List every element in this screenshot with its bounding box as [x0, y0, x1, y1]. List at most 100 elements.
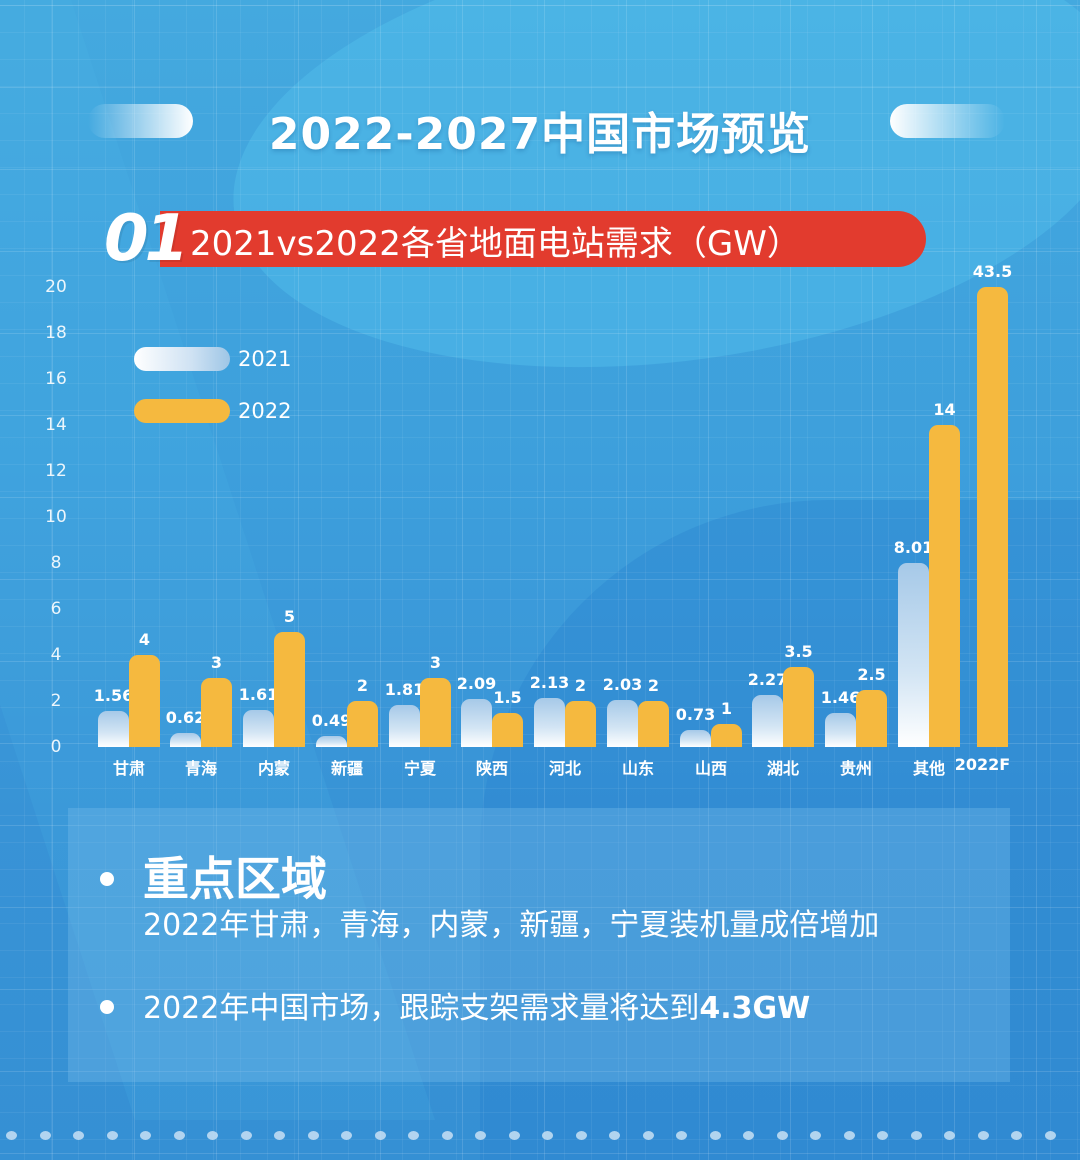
value-label-2021: 1.61	[238, 684, 279, 704]
info-line-2-text: 2022年中国市场，跟踪支架需求量将达到	[143, 991, 700, 1026]
decorative-dot	[709, 1131, 721, 1140]
bar-2022	[347, 701, 378, 747]
bar-2021	[898, 562, 929, 747]
x-category-label: 内蒙	[257, 759, 291, 778]
decorative-dot	[508, 1131, 520, 1140]
bar-2021	[389, 705, 420, 747]
bar-2021	[170, 732, 201, 747]
decorative-dot	[408, 1131, 419, 1140]
bar-2021	[607, 700, 638, 747]
decorative-dot	[1044, 1131, 1056, 1140]
bar-2022	[565, 701, 596, 747]
decorative-dot	[609, 1131, 620, 1140]
value-label-2021: 1.56	[93, 686, 134, 706]
info-line-1: 2022年甘肃，青海，内蒙，新疆，宁夏装机量成倍增加	[143, 908, 880, 943]
decorative-dot	[542, 1131, 553, 1140]
value-label-2021: 0.49	[311, 710, 352, 730]
bar-2021	[461, 698, 492, 747]
bar-2022	[201, 678, 232, 747]
decorative-dot	[6, 1131, 17, 1140]
y-tick-label: 18	[45, 323, 67, 343]
bar-2022	[711, 724, 742, 747]
value-label-2022: 3	[210, 653, 223, 672]
decorative-dot	[106, 1131, 118, 1140]
bar-2022	[638, 701, 669, 747]
value-label-2021: 1.81	[384, 680, 425, 700]
decorative-dot	[977, 1131, 989, 1140]
bar-2021	[534, 698, 565, 747]
legend-swatch-2021	[134, 347, 230, 371]
y-tick-label: 0	[50, 737, 62, 757]
decorative-dot	[441, 1131, 453, 1140]
decorative-dot	[173, 1131, 185, 1140]
bar-2022	[274, 632, 305, 747]
y-tick-label: 2	[50, 691, 62, 711]
decorative-pill-left	[88, 104, 193, 138]
bar-2022	[492, 712, 523, 747]
y-tick-label: 12	[45, 461, 67, 481]
x-category-label: 河北	[548, 759, 582, 778]
decorative-dot	[274, 1131, 285, 1140]
x-category-label: 甘肃	[112, 759, 146, 778]
x-category-label: 青海	[184, 759, 218, 778]
value-label-2022: 1	[720, 699, 733, 718]
y-tick-label: 4	[50, 645, 62, 665]
y-tick-label: 20	[45, 277, 67, 297]
bar-2022	[929, 425, 960, 747]
decorative-dot	[475, 1131, 486, 1140]
decorative-dot	[642, 1131, 654, 1140]
legend-swatch-2022	[134, 399, 230, 423]
bar-2022	[420, 678, 451, 747]
section-title: 2021vs2022各省地面电站需求（GW）	[190, 224, 801, 264]
bar-2021	[243, 709, 274, 747]
decorative-dot	[676, 1131, 687, 1140]
bar-2022	[783, 666, 814, 747]
decorative-dot	[810, 1131, 821, 1140]
decorative-dot	[877, 1131, 888, 1140]
decorative-dot	[207, 1131, 218, 1140]
value-label-2021: 1.46	[820, 688, 861, 708]
bar-2021	[680, 730, 711, 747]
value-label-2021: 2.13	[529, 673, 570, 692]
value-label-2022: 2.5	[857, 664, 886, 684]
decorative-dot	[73, 1131, 84, 1140]
x-category-label: 山西	[694, 759, 728, 778]
y-tick-label: 6	[50, 599, 62, 619]
value-label-2022: 2	[356, 676, 369, 695]
bar-2021	[752, 694, 783, 747]
y-tick-label: 14	[45, 415, 67, 435]
y-tick-label: 8	[50, 553, 62, 573]
x-category-label: 贵州	[839, 759, 873, 778]
value-label-2022: 43.5	[972, 262, 1013, 281]
value-label-2022: 2	[647, 676, 660, 695]
decorative-dot	[374, 1131, 386, 1140]
value-label-2022: 1.5	[493, 687, 522, 707]
value-label-2022: 3	[429, 653, 442, 672]
info-line-2: 2022年中国市场，跟踪支架需求量将达到4.3GW	[143, 983, 810, 1027]
value-label-2021: 2.09	[456, 673, 497, 693]
x-category-label: 2022F	[954, 755, 1011, 774]
info-line-2-highlight: 4.3GW	[699, 991, 811, 1026]
value-label-2021: 0.62	[165, 707, 206, 727]
x-category-label: 陕西	[475, 759, 509, 778]
bar-2022	[856, 689, 887, 747]
info-heading: 重点区域	[143, 852, 327, 906]
decorative-dot	[140, 1131, 151, 1140]
decorative-dot	[575, 1131, 587, 1140]
bar-2021	[98, 711, 129, 747]
value-label-2022: 14	[933, 400, 956, 419]
x-category-label: 新疆	[330, 759, 364, 778]
value-label-2022: 3.5	[784, 641, 813, 661]
bar-2022	[977, 287, 1008, 747]
page-title: 2022-2027中国市场预览	[268, 109, 812, 160]
legend-label-2022: 2022	[238, 399, 292, 423]
value-label-2021: 2.27	[747, 669, 788, 689]
bullet-icon	[100, 1000, 114, 1014]
decorative-dot	[39, 1131, 51, 1140]
x-category-label: 其他	[912, 759, 946, 778]
section-banner	[160, 211, 926, 267]
bar-2021	[825, 713, 856, 747]
decorative-dot	[1011, 1131, 1022, 1140]
x-category-label: 湖北	[766, 759, 800, 778]
decorative-dot	[910, 1131, 922, 1140]
